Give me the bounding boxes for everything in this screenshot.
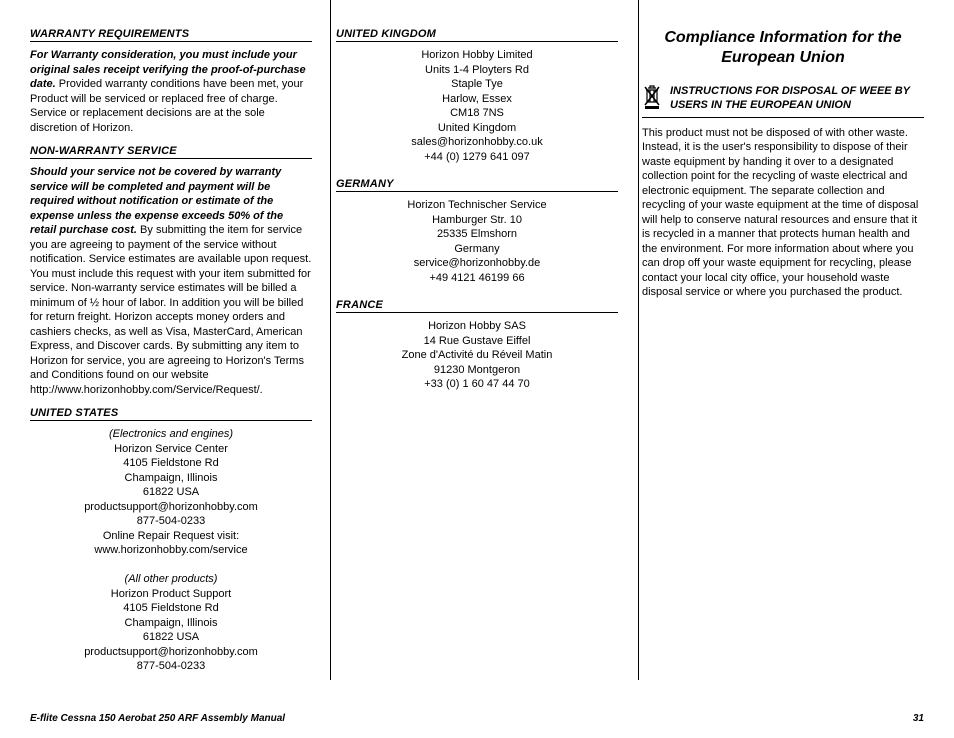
address-line: 25335 Elmshorn <box>336 227 618 242</box>
weee-body: This product must not be disposed of wit… <box>642 126 924 300</box>
address-line: productsupport@horizonhobby.com <box>30 645 312 660</box>
france-address-block: Horizon Hobby SAS 14 Rue Gustave Eiffel … <box>336 319 618 392</box>
us-address-block-2: (All other products) Horizon Product Sup… <box>30 572 312 674</box>
weee-heading-row: INSTRUCTIONS FOR DISPOSAL OF WEEE BY USE… <box>642 84 924 118</box>
address-line: 61822 USA <box>30 485 312 500</box>
column-2: UNITED KINGDOM Horizon Hobby Limited Uni… <box>324 28 630 698</box>
us-block1-subtitle: (Electronics and engines) <box>30 427 312 442</box>
compliance-title-line2: European Union <box>721 49 845 66</box>
uk-address-block: Horizon Hobby Limited Units 1-4 Ployters… <box>336 48 618 164</box>
address-line: service@horizonhobby.de <box>336 256 618 271</box>
address-line: Champaign, Illinois <box>30 471 312 486</box>
three-column-layout: WARRANTY REQUIREMENTS For Warranty consi… <box>30 28 924 698</box>
nonwarranty-rest: By submitting the item for service you a… <box>30 224 311 396</box>
non-warranty-body: Should your service not be covered by wa… <box>30 165 312 397</box>
us-address-block-1: (Electronics and engines) Horizon Servic… <box>30 427 312 558</box>
address-line: Online Repair Request visit: <box>30 529 312 544</box>
address-line: Horizon Hobby Limited <box>336 48 618 63</box>
address-line: 877-504-0233 <box>30 659 312 674</box>
address-line: Staple Tye <box>336 77 618 92</box>
uk-heading: UNITED KINGDOM <box>336 28 618 42</box>
non-warranty-heading: NON-WARRANTY SERVICE <box>30 145 312 159</box>
weee-bin-icon <box>642 84 662 110</box>
weee-heading-text: INSTRUCTIONS FOR DISPOSAL OF WEEE BY USE… <box>670 84 924 113</box>
address-line: 4105 Fieldstone Rd <box>30 601 312 616</box>
address-line: Hamburger Str. 10 <box>336 213 618 228</box>
germany-address-block: Horizon Technischer Service Hamburger St… <box>336 198 618 285</box>
address-line: productsupport@horizonhobby.com <box>30 500 312 515</box>
germany-heading: GERMANY <box>336 178 618 192</box>
address-line: Germany <box>336 242 618 257</box>
compliance-title-line1: Compliance Information for the <box>664 29 901 46</box>
warranty-requirements-body: For Warranty consideration, you must inc… <box>30 48 312 135</box>
address-line: +44 (0) 1279 641 097 <box>336 150 618 165</box>
address-line: sales@horizonhobby.co.uk <box>336 135 618 150</box>
footer-page-number: 31 <box>913 713 924 724</box>
column-3: Compliance Information for the European … <box>630 28 924 698</box>
address-line: +33 (0) 1 60 47 44 70 <box>336 377 618 392</box>
address-line: United Kingdom <box>336 121 618 136</box>
address-line: 877-504-0233 <box>30 514 312 529</box>
address-line: Zone d'Activité du Réveil Matin <box>336 348 618 363</box>
address-line: Horizon Service Center <box>30 442 312 457</box>
address-line: +49 4121 46199 66 <box>336 271 618 286</box>
address-line: Harlow, Essex <box>336 92 618 107</box>
us-block2-subtitle: (All other products) <box>30 572 312 587</box>
address-line: 14 Rue Gustave Eiffel <box>336 334 618 349</box>
warranty-requirements-heading: WARRANTY REQUIREMENTS <box>30 28 312 42</box>
address-line: Horizon Hobby SAS <box>336 319 618 334</box>
address-line: 61822 USA <box>30 630 312 645</box>
address-line: Horizon Technischer Service <box>336 198 618 213</box>
united-states-heading: UNITED STATES <box>30 407 312 421</box>
address-line: Horizon Product Support <box>30 587 312 602</box>
compliance-title: Compliance Information for the European … <box>642 28 924 68</box>
page-footer: E-flite Cessna 150 Aerobat 250 ARF Assem… <box>30 713 924 724</box>
footer-manual-title: E-flite Cessna 150 Aerobat 250 ARF Assem… <box>30 713 285 724</box>
address-line: Champaign, Illinois <box>30 616 312 631</box>
address-line: www.horizonhobby.com/service <box>30 543 312 558</box>
france-heading: FRANCE <box>336 299 618 313</box>
warranty-req-rest: Provided warranty conditions have been m… <box>30 78 303 134</box>
address-line: CM18 7NS <box>336 106 618 121</box>
address-line: Units 1-4 Ployters Rd <box>336 63 618 78</box>
column-1: WARRANTY REQUIREMENTS For Warranty consi… <box>30 28 324 698</box>
address-line: 4105 Fieldstone Rd <box>30 456 312 471</box>
address-line: 91230 Montgeron <box>336 363 618 378</box>
